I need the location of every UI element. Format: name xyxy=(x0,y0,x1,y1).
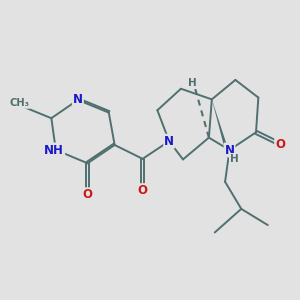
Text: O: O xyxy=(138,184,148,197)
Text: CH₃: CH₃ xyxy=(10,98,30,108)
Text: NH: NH xyxy=(44,143,64,157)
Text: N: N xyxy=(164,135,174,148)
Text: H: H xyxy=(230,154,239,164)
Text: N: N xyxy=(224,143,235,157)
Text: H: H xyxy=(188,78,197,88)
Polygon shape xyxy=(212,99,231,158)
Text: N: N xyxy=(73,93,83,106)
Text: O: O xyxy=(82,188,93,201)
Text: O: O xyxy=(275,138,285,151)
